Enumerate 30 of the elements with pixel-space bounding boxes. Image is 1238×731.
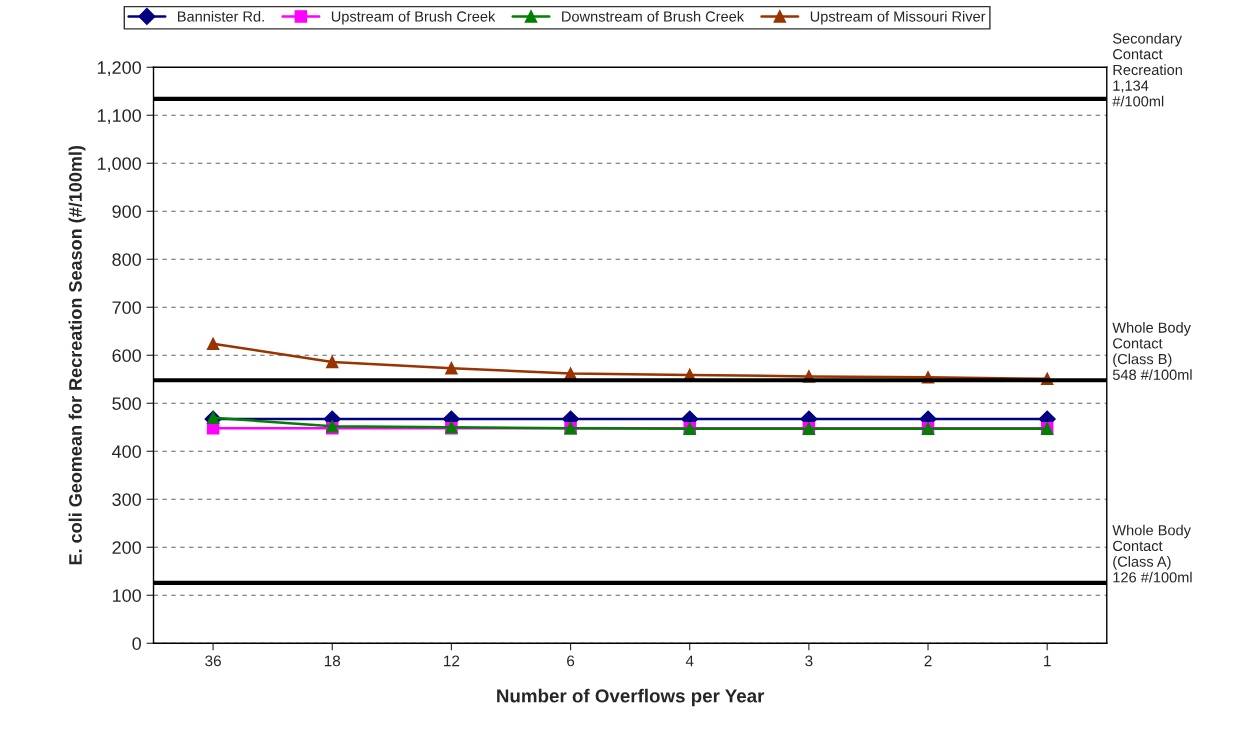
legend-label: Upstream of Missouri River bbox=[810, 10, 986, 25]
y-tick-label: 900 bbox=[112, 205, 141, 218]
y-tick-label: 1,000 bbox=[97, 157, 141, 173]
x-tick-label: 2 bbox=[924, 655, 932, 667]
ref-line-label: Whole Body Contact (Class A) 126 #/100ml bbox=[1112, 524, 1192, 583]
y-tick-label: 1,200 bbox=[97, 61, 141, 77]
x-tick-label: 4 bbox=[685, 655, 694, 667]
y-tick-label: 200 bbox=[112, 541, 141, 554]
y-tick-label: 100 bbox=[112, 589, 141, 602]
x-tick-label: 18 bbox=[324, 655, 341, 667]
legend-label: Bannister Rd. bbox=[177, 10, 264, 22]
x-tick-label: 1 bbox=[1044, 655, 1051, 667]
x-tick-label: 6 bbox=[567, 655, 575, 667]
legend-label: Downstream of Brush Creek bbox=[562, 10, 745, 22]
y-tick-label: 600 bbox=[112, 349, 141, 362]
y-tick-label: 400 bbox=[112, 445, 141, 458]
x-tick-label: 3 bbox=[805, 655, 813, 667]
legend-label: Upstream of Brush Creek bbox=[331, 10, 496, 25]
x-tick-label: 36 bbox=[205, 655, 221, 667]
y-tick-label: 500 bbox=[112, 397, 141, 410]
y-tick-label: 300 bbox=[112, 493, 141, 506]
x-tick-label: 12 bbox=[444, 655, 460, 667]
x-axis-title: Number of Overflows per Year bbox=[497, 688, 765, 707]
y-tick-label: 700 bbox=[112, 301, 141, 314]
y-tick-label: 800 bbox=[112, 253, 141, 266]
ref-line-label: Whole Body Contact (Class B) 548 #/100ml bbox=[1112, 322, 1192, 380]
y-tick-label: 0 bbox=[132, 637, 141, 650]
y-tick-label: 1,100 bbox=[97, 109, 141, 125]
y-axis-title: E. coli Geomean for Recreation Season (#/100ml) bbox=[68, 145, 86, 565]
ref-line-label: Secondary Contact Recreation 1,134 #/100ml bbox=[1112, 32, 1183, 107]
